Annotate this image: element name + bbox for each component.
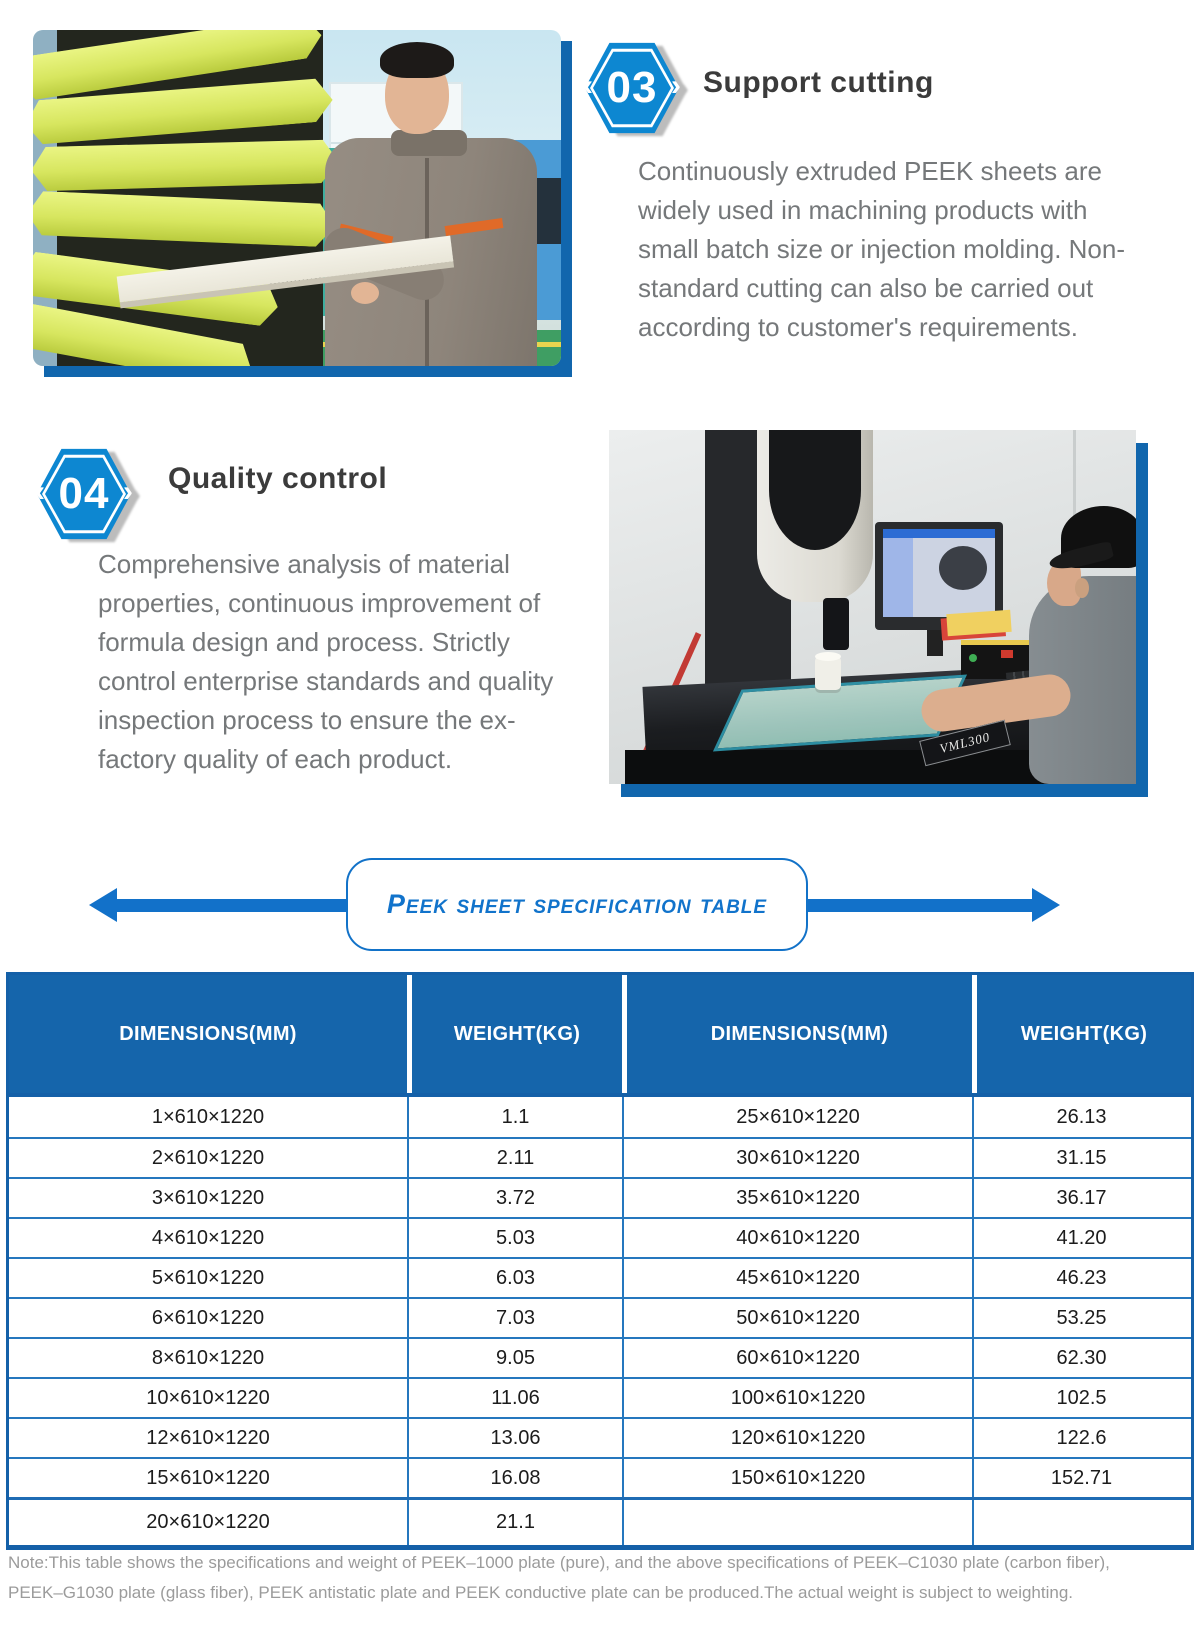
- step-badge-04: 04 ‹ ›: [35, 448, 133, 540]
- spec-cell: 1×610×1220: [151, 1105, 265, 1128]
- spec-cell: 120×610×1220: [622, 1419, 972, 1457]
- spec-table-row: 8×610×1220 9.05 60×610×1220 62.30: [9, 1337, 1191, 1377]
- sample-cylinder-top: [815, 652, 841, 661]
- spec-cell: 5×610×1220: [151, 1266, 265, 1289]
- chevron-left-icon: ‹: [35, 475, 45, 509]
- column-header: DIMENSIONS(MM): [9, 975, 407, 1093]
- worker-hand: [351, 282, 379, 304]
- screen-measured-circle: [939, 546, 987, 590]
- spec-cell: 21.1: [407, 1500, 622, 1545]
- control-green-button: [969, 654, 977, 662]
- spec-cell: 102.5: [972, 1379, 1189, 1417]
- spec-cell: 50×610×1220: [622, 1299, 972, 1337]
- chevron-right-icon: ›: [123, 475, 133, 509]
- worker-collar: [391, 130, 467, 156]
- spec-table-body: 1×610×1220 1.1 25×610×1220 26.13 2×610×1220 2…: [9, 1097, 1191, 1545]
- spec-cell: 1.1: [407, 1097, 622, 1137]
- spec-table-header: DIMENSIONS(MM) WEIGHT(KG) DIMENSIONS(MM)…: [9, 975, 1191, 1097]
- sample-cylinder-shape: [815, 656, 841, 690]
- screen-titlebar: [883, 529, 995, 538]
- spec-cell: 41.20: [972, 1219, 1189, 1257]
- spec-table-row: 2×610×1220 2.11 30×610×1220 31.15: [9, 1137, 1191, 1177]
- screen-side-panel: [883, 538, 913, 617]
- spec-cell: 7.03: [407, 1299, 622, 1337]
- spec-cell: 20×610×1220: [146, 1511, 270, 1533]
- spec-cell: 10×610×1220: [146, 1386, 270, 1409]
- spec-cell: 60×610×1220: [622, 1339, 972, 1377]
- chevron-left-icon: ‹: [583, 69, 593, 103]
- spec-table-row: 10×610×1220 11.06 100×610×1220 102.5: [9, 1377, 1191, 1417]
- worker-hair: [380, 42, 454, 78]
- column-header: WEIGHT(KG): [412, 975, 622, 1093]
- spec-cell: 30×610×1220: [622, 1139, 972, 1177]
- section-title-quality-control: Quality control: [168, 462, 388, 495]
- control-red-button: [1001, 650, 1013, 658]
- spec-cell: 62.30: [972, 1339, 1189, 1377]
- spec-table-row: 4×610×1220 5.03 40×610×1220 41.20: [9, 1217, 1191, 1257]
- spec-cell: 45×610×1220: [622, 1259, 972, 1297]
- spec-table-row: 5×610×1220 6.03 45×610×1220 46.23: [9, 1257, 1191, 1297]
- arrow-left-icon: [89, 888, 117, 922]
- banner-label-box: Peek sheet specification table: [346, 858, 808, 951]
- spec-table-row: 20×610×1220 21.1: [9, 1497, 1191, 1545]
- operator-ear: [1075, 578, 1089, 598]
- spec-table-row: 6×610×1220 7.03 50×610×1220 53.25: [9, 1297, 1191, 1337]
- spec-cell: 53.25: [972, 1299, 1189, 1337]
- note-papers-shape: [946, 609, 1012, 637]
- camera-lens-shape: [823, 598, 849, 650]
- spec-cell: 6.03: [407, 1259, 622, 1297]
- spec-cell: 8×610×1220: [151, 1346, 265, 1369]
- spec-table-row: 15×610×1220 16.08 150×610×1220 152.71: [9, 1457, 1191, 1497]
- arrow-right-icon: [1032, 888, 1060, 922]
- spec-cell: 12×610×1220: [146, 1426, 270, 1449]
- spec-table-row: 1×610×1220 1.1 25×610×1220 26.13: [9, 1097, 1191, 1137]
- badge-number: 03: [606, 63, 658, 112]
- spec-cell: 9.05: [407, 1339, 622, 1377]
- spec-cell: [972, 1500, 1189, 1545]
- spec-cell: 5.03: [407, 1219, 622, 1257]
- spec-cell: 11.06: [407, 1379, 622, 1417]
- spec-cell: [622, 1500, 972, 1545]
- factory-photo: [33, 30, 561, 366]
- spec-cell: 150×610×1220: [622, 1459, 972, 1497]
- spec-table-row: 3×610×1220 3.72 35×610×1220 36.17: [9, 1177, 1191, 1217]
- machine-cover-dark-shape: [769, 430, 861, 550]
- spec-cell: 15×610×1220: [146, 1466, 270, 1489]
- spec-cell: 31.15: [972, 1139, 1189, 1177]
- spec-cell: 46.23: [972, 1259, 1189, 1297]
- column-header: WEIGHT(KG): [977, 975, 1191, 1093]
- spec-cell: 152.71: [972, 1459, 1189, 1497]
- spec-cell: 100×610×1220: [622, 1379, 972, 1417]
- spec-cell: 26.13: [972, 1097, 1189, 1137]
- banner-title: Peek sheet specification table: [386, 889, 768, 919]
- section-body-quality-control: Comprehensive analysis of material prope…: [98, 549, 554, 774]
- spec-cell: 3.72: [407, 1179, 622, 1217]
- spec-cell: 6×610×1220: [151, 1306, 265, 1329]
- badge-number: 04: [58, 469, 110, 518]
- table-note: Note:This table shows the specifications…: [8, 1548, 1192, 1608]
- note-line: PEEK–G1030 plate (glass fiber), PEEK ant…: [8, 1583, 1074, 1602]
- spec-cell: 3×610×1220: [151, 1186, 265, 1209]
- spec-cell: 16.08: [407, 1459, 622, 1497]
- spec-cell: 2×610×1220: [151, 1146, 265, 1169]
- spec-cell: 40×610×1220: [622, 1219, 972, 1257]
- step-badge-03: 03 ‹ ›: [583, 42, 681, 134]
- spec-cell: 4×610×1220: [151, 1226, 265, 1249]
- monitor-stand: [927, 630, 943, 656]
- spec-cell: 2.11: [407, 1139, 622, 1177]
- section-title-support-cutting: Support cutting: [703, 66, 934, 99]
- spec-cell: 35×610×1220: [622, 1179, 972, 1217]
- column-header: DIMENSIONS(MM): [627, 975, 972, 1093]
- spec-table-row: 12×610×1220 13.06 120×610×1220 122.6: [9, 1417, 1191, 1457]
- chevron-right-icon: ›: [671, 69, 681, 103]
- quality-photo: VML300: [609, 430, 1136, 784]
- spec-cell: 13.06: [407, 1419, 622, 1457]
- spec-cell: 25×610×1220: [622, 1097, 972, 1137]
- spec-cell: 36.17: [972, 1179, 1189, 1217]
- note-line: Note:This table shows the specifications…: [8, 1553, 1110, 1572]
- section-body-support-cutting: Continuously extruded PEEK sheets are wi…: [638, 156, 1125, 342]
- spec-table: DIMENSIONS(MM) WEIGHT(KG) DIMENSIONS(MM)…: [6, 972, 1194, 1550]
- spec-cell: 122.6: [972, 1419, 1189, 1457]
